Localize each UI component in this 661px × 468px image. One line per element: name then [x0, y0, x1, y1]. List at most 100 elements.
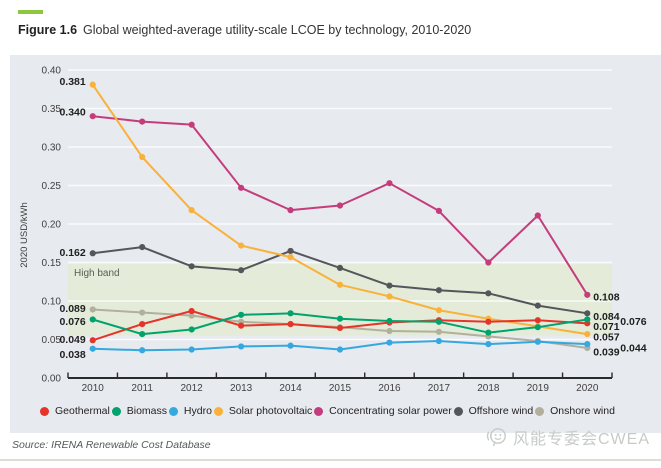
legend-item-solar_pv: Solar photovoltaic: [213, 405, 313, 417]
y-tick-label: 0.30: [42, 143, 62, 154]
series-point-onshore_wind: [386, 327, 393, 335]
wechat-icon: [486, 428, 506, 447]
legend-swatch-biomass: [111, 406, 121, 416]
y-tick-label: 0.25: [42, 181, 62, 192]
series-point-hydro: [336, 346, 344, 353]
series-point-offshore_wind: [287, 247, 294, 255]
source-note: Source: IRENA Renewable Cost Database: [12, 439, 211, 451]
series-point-csp: [139, 118, 146, 125]
figure-accent-dash: [18, 10, 43, 14]
series-point-solar_pv: [584, 331, 591, 338]
y-tick-label: 0.40: [42, 66, 62, 77]
series-point-biomass: [584, 316, 591, 323]
x-tick-label: 2010: [82, 383, 105, 394]
series-point-solar_pv: [386, 293, 393, 300]
series-point-offshore_wind: [534, 302, 541, 309]
y-tick-label: 0.15: [42, 258, 62, 269]
series-point-hydro: [139, 347, 146, 354]
y-tick-label: 0.20: [42, 220, 62, 231]
series-point-offshore_wind: [584, 310, 591, 317]
series-point-solar_pv: [336, 281, 344, 288]
series-point-solar_pv: [435, 307, 443, 314]
legend-label-geothermal: Geothermal: [55, 405, 110, 417]
x-tick-label: 2014: [279, 383, 302, 394]
series-point-hydro: [89, 345, 96, 352]
series-point-solar_pv: [89, 81, 96, 88]
series-point-csp: [584, 291, 591, 298]
series-point-csp: [336, 202, 344, 209]
series-point-onshore_wind: [139, 309, 146, 316]
x-tick-label: 2012: [181, 383, 204, 394]
watermark-text: 风能专委会CWEA: [513, 431, 651, 448]
series-point-csp: [534, 212, 541, 219]
watermark: 风能专委会CWEA: [484, 425, 650, 449]
series-point-geothermal: [237, 322, 245, 329]
series-point-csp: [287, 207, 294, 214]
series-point-offshore_wind: [188, 263, 195, 270]
legend-item-offshore_wind: Offshore wind: [453, 405, 534, 417]
y-tick-label: 0.10: [42, 297, 62, 308]
x-tick-label: 2011: [131, 383, 153, 394]
series-point-geothermal: [139, 321, 146, 328]
series-point-biomass: [435, 318, 443, 325]
series-point-offshore_wind: [485, 290, 492, 297]
legend-label-offshore_wind: Offshore wind: [468, 405, 534, 417]
end-value-label-geothermal: 0.071: [593, 321, 619, 333]
series-point-hydro: [435, 337, 443, 345]
series-point-biomass: [89, 316, 96, 323]
y-tick-label: 0.35: [42, 104, 62, 115]
series-point-solar_pv: [188, 207, 195, 214]
series-point-onshore_wind: [435, 328, 443, 335]
series-point-biomass: [287, 310, 294, 317]
series-point-hydro: [237, 343, 245, 350]
series-point-hydro: [287, 342, 294, 349]
series-point-geothermal: [534, 317, 541, 324]
series-point-geothermal: [188, 307, 195, 315]
figure-title-text: Global weighted-average utility-scale LC…: [83, 23, 472, 37]
y-tick-label: 0.00: [42, 374, 62, 385]
legend-item-geothermal: Geothermal: [40, 405, 110, 417]
bottom-rule: [0, 459, 661, 461]
series-point-biomass: [237, 311, 245, 318]
start-value-label-geothermal: 0.049: [59, 334, 85, 346]
x-tick-label: 2018: [477, 383, 500, 394]
series-point-biomass: [139, 331, 146, 338]
start-value-label-solar_pv: 0.381: [59, 76, 85, 88]
x-tick-label: 2017: [428, 383, 451, 394]
series-point-solar_pv: [237, 242, 245, 249]
legend-item-csp: Concentrating solar power: [314, 405, 452, 417]
series-point-csp: [485, 259, 492, 266]
legend-swatch-solar_pv: [213, 406, 223, 416]
series-point-biomass: [534, 324, 541, 331]
legend-swatch-offshore_wind: [453, 406, 463, 416]
legend-label-csp: Concentrating solar power: [329, 405, 452, 417]
series-point-csp: [386, 180, 393, 187]
legend-label-biomass: Biomass: [126, 405, 168, 417]
series-point-solar_pv: [287, 254, 294, 261]
series-point-onshore_wind: [89, 306, 96, 313]
series-point-offshore_wind: [139, 244, 146, 251]
legend-swatch-csp: [314, 406, 324, 416]
end-value-label-csp: 0.108: [593, 291, 619, 303]
series-point-geothermal: [336, 324, 344, 332]
high-band-label: High band: [74, 268, 120, 279]
x-tick-label: 2015: [329, 383, 352, 394]
x-tick-label: 2016: [378, 383, 401, 394]
series-point-onshore_wind: [188, 312, 195, 319]
end-value-label-solar_pv: 0.057: [593, 332, 619, 344]
series-point-geothermal: [287, 321, 294, 328]
legend-item-hydro: Hydro: [168, 405, 212, 417]
x-tick-label: 2020: [576, 383, 599, 394]
start-value-label-hydro: 0.038: [59, 349, 85, 361]
start-value-label-biomass: 0.076: [59, 316, 85, 328]
figure-title: Figure 1.6 Global weighted-average utilit…: [18, 23, 471, 37]
series-point-csp: [237, 184, 245, 191]
legend-label-solar_pv: Solar photovoltaic: [228, 405, 313, 417]
legend-swatch-hydro: [168, 406, 178, 416]
series-point-offshore_wind: [386, 282, 393, 289]
chart-panel: [10, 55, 661, 433]
chart-legend: Geothermal Biomass Hydro Solar photovoltaic…: [40, 402, 615, 420]
legend-label-onshore_wind: Onshore wind: [550, 405, 615, 417]
series-point-csp: [188, 121, 195, 128]
